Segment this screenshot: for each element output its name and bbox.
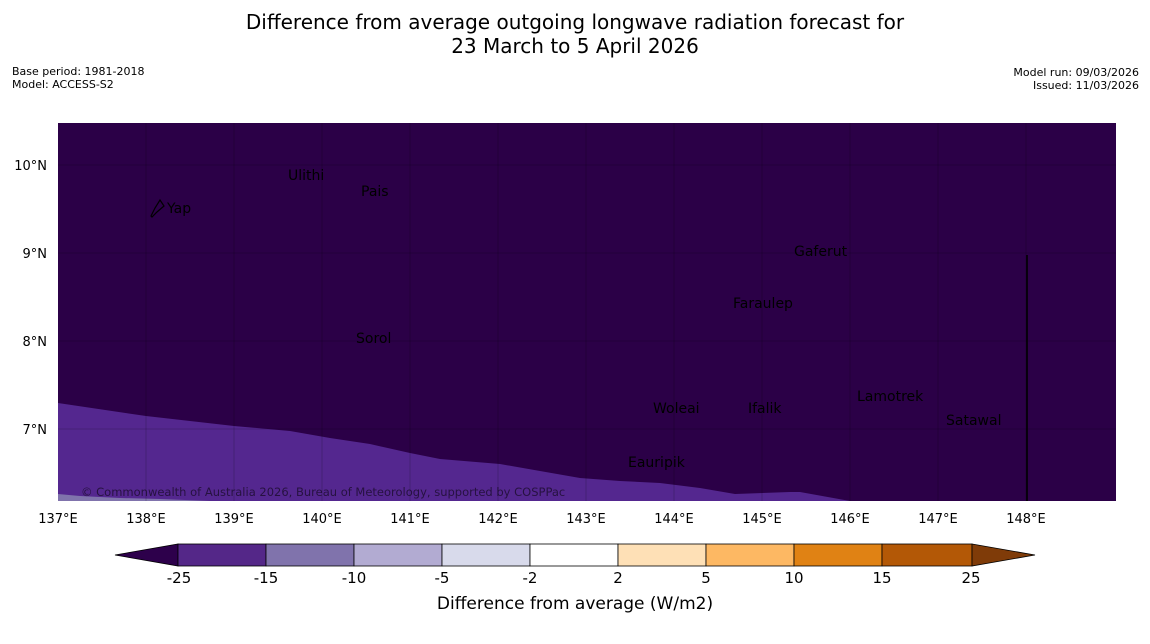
colorbar: -25 -15 -10 -5 -2 2 5 10 15 25 — [114, 543, 1036, 587]
place-label-eauripik: Eauripik — [628, 455, 686, 471]
anomaly-band-minus25-minus15 — [58, 403, 850, 501]
lon-label-139e: 139°E — [214, 512, 254, 527]
lon-label-137e: 137°E — [38, 512, 78, 527]
place-label-sorol: Sorol — [356, 331, 391, 347]
colorbar-segment — [441, 543, 531, 567]
forecast-map: Ulithi Pais Yap Gaferut Faraulep Sorol L… — [14, 123, 1116, 527]
lat-label-10n: 10°N — [14, 159, 47, 174]
colorbar-tick: 15 — [872, 569, 891, 587]
model-name: Model: ACCESS-S2 — [12, 78, 114, 91]
colorbar-tick: 2 — [613, 569, 623, 587]
place-label-ifalik: Ifalik — [748, 401, 782, 417]
colorbar-tick: -5 — [435, 569, 450, 587]
lon-label-138e: 138°E — [126, 512, 166, 527]
model-run: Model run: 09/03/2026 — [1013, 66, 1139, 79]
colorbar-segment — [265, 543, 355, 567]
lon-label-141e: 141°E — [390, 512, 430, 527]
lon-label-143e: 143°E — [566, 512, 606, 527]
chart-title-line-2: 23 March to 5 April 2026 — [451, 34, 699, 58]
issued-date: Issued: 11/03/2026 — [1032, 79, 1139, 92]
place-label-faraulep: Faraulep — [733, 296, 793, 312]
colorbar-segment — [617, 543, 707, 567]
place-label-lamotrek: Lamotrek — [857, 389, 924, 405]
colorbar-segment — [177, 543, 267, 567]
lon-label-145e: 145°E — [742, 512, 782, 527]
lon-label-142e: 142°E — [478, 512, 518, 527]
base-period: Base period: 1981-2018 — [12, 65, 145, 78]
colorbar-extend-high — [971, 543, 1036, 567]
lon-label-147e: 147°E — [918, 512, 958, 527]
lat-label-9n: 9°N — [23, 247, 48, 262]
place-label-woleai: Woleai — [653, 401, 700, 417]
place-label-ulithi: Ulithi — [288, 168, 324, 184]
colorbar-label: Difference from average (W/m2) — [436, 594, 714, 614]
colorbar-tick: -2 — [523, 569, 538, 587]
place-label-pais: Pais — [361, 184, 389, 200]
yap-island-outline — [150, 198, 165, 218]
lat-label-8n: 8°N — [23, 335, 48, 350]
colorbar-segment — [529, 543, 619, 567]
lon-label-140e: 140°E — [302, 512, 342, 527]
lat-label-7n: 7°N — [23, 423, 48, 438]
anomaly-band-minus15-minus10 — [58, 494, 210, 501]
colorbar-segment — [705, 543, 795, 567]
place-label-gaferut: Gaferut — [794, 244, 848, 260]
colorbar-segment — [793, 543, 883, 567]
lon-label-144e: 144°E — [654, 512, 694, 527]
copyright-text: © Commonwealth of Australia 2026, Bureau… — [81, 485, 565, 499]
colorbar-tick: -15 — [254, 569, 279, 587]
colorbar-tick: 5 — [701, 569, 711, 587]
colorbar-tick: -25 — [167, 569, 192, 587]
place-label-satawal: Satawal — [946, 413, 1001, 429]
colorbar-tick: -10 — [342, 569, 367, 587]
colorbar-segment — [881, 543, 973, 567]
place-label-yap: Yap — [166, 201, 191, 217]
lon-label-146e: 146°E — [830, 512, 870, 527]
map-gridlines — [58, 123, 1116, 501]
colorbar-segment — [353, 543, 443, 567]
colorbar-tick: 10 — [784, 569, 803, 587]
chart-title-line-1: Difference from average outgoing longwav… — [245, 10, 905, 34]
lon-label-148e: 148°E — [1006, 512, 1046, 527]
colorbar-extend-low — [114, 543, 179, 567]
colorbar-tick: 25 — [961, 569, 980, 587]
